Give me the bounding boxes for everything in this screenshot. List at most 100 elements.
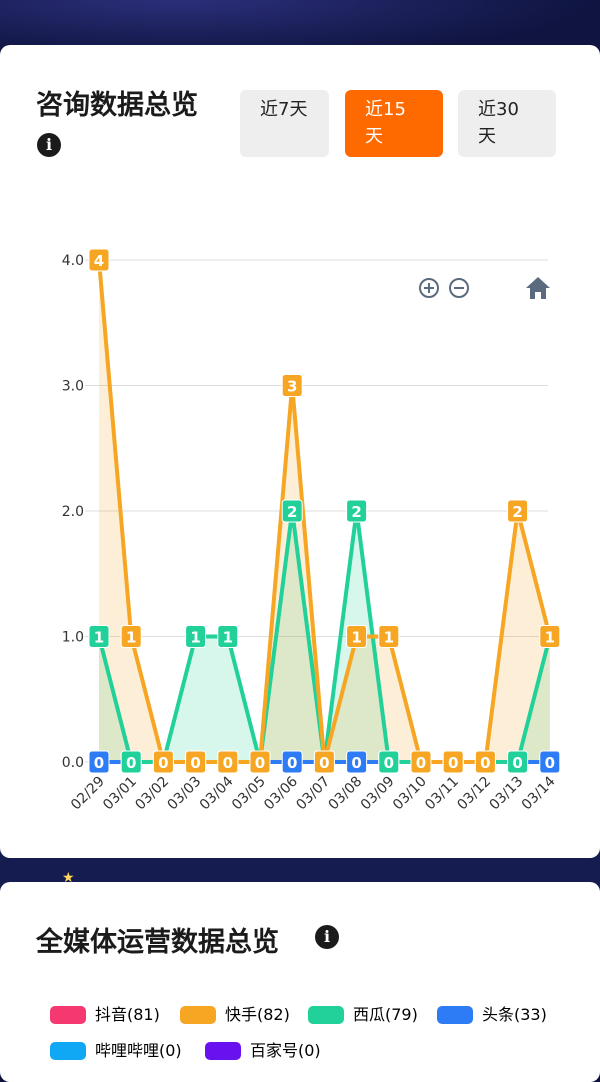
data-label-box — [539, 750, 561, 774]
consult-title: 咨询数据总览 — [36, 90, 198, 121]
data-label: 4 — [88, 248, 110, 272]
data-label-text: 1 — [126, 629, 136, 647]
data-label: 2 — [346, 499, 368, 523]
data-label-text: 0 — [319, 754, 329, 772]
x-tick-label: 03/09 — [358, 774, 398, 814]
data-label: 0 — [152, 750, 174, 774]
data-label-box — [378, 625, 400, 648]
legend-swatch — [50, 1006, 86, 1024]
data-label: 0 — [185, 750, 207, 774]
info-icon[interactable]: i — [315, 925, 339, 949]
legend-swatch — [437, 1006, 473, 1024]
data-label-box — [507, 499, 529, 523]
data-label: 2 — [507, 499, 529, 523]
data-label: 1 — [185, 625, 207, 648]
data-label-text: 0 — [448, 754, 458, 772]
x-tick-label: 03/08 — [326, 774, 366, 814]
data-label: 0 — [410, 750, 432, 774]
chart-data-labels: 0000000000000001001102020000014100003011… — [88, 248, 561, 774]
data-label-text: 2 — [512, 503, 522, 521]
x-tick-label: 03/07 — [293, 774, 333, 814]
chart-x-axis: 02/2903/0103/0203/0303/0403/0503/0603/07… — [68, 773, 559, 813]
y-tick-label: 4.0 — [62, 253, 84, 269]
legend-label: 头条(33) — [482, 1005, 547, 1024]
legend-swatch — [308, 1006, 344, 1024]
data-label-text: 1 — [545, 629, 555, 647]
y-tick-label: 2.0 — [62, 504, 84, 520]
data-label: 1 — [88, 625, 110, 648]
range-button-15[interactable]: 近15天 — [345, 90, 443, 157]
legend-swatch — [205, 1042, 241, 1060]
data-label-box — [410, 750, 432, 774]
data-label-text: 0 — [416, 754, 426, 772]
legend-label: 抖音(81) — [95, 1005, 160, 1024]
legend-label: 西瓜(79) — [353, 1005, 418, 1024]
legend-label: 百家号(0) — [250, 1041, 321, 1060]
data-label: 0 — [120, 750, 142, 774]
data-label-box — [281, 499, 303, 523]
data-label-box — [378, 750, 400, 774]
data-label-text: 0 — [287, 754, 297, 772]
star-icon: ★ — [62, 870, 75, 886]
x-tick-label: 03/04 — [197, 773, 237, 813]
data-label-box — [507, 750, 529, 774]
data-label-box — [442, 750, 464, 774]
y-tick-label: 3.0 — [62, 379, 84, 395]
data-label: 0 — [88, 750, 110, 774]
data-label-text: 0 — [94, 754, 104, 772]
data-label: 1 — [539, 625, 561, 648]
data-label: 0 — [346, 750, 368, 774]
home-icon[interactable] — [526, 277, 550, 299]
data-label-box — [281, 750, 303, 774]
data-label-text: 0 — [255, 754, 265, 772]
data-label-text: 0 — [512, 754, 522, 772]
range-button-7[interactable]: 近7天 — [240, 90, 329, 157]
data-label-text: 0 — [384, 754, 394, 772]
data-label-text: 4 — [94, 252, 104, 270]
data-label-box — [217, 625, 239, 648]
data-label-box — [217, 750, 239, 774]
range-button-30[interactable]: 近30天 — [458, 90, 556, 157]
zoom-in-icon[interactable] — [419, 278, 439, 298]
zoom-out-icon[interactable] — [449, 278, 469, 298]
data-label: 1 — [120, 625, 142, 648]
data-label-box — [120, 750, 142, 774]
media-card: 全媒体运营数据总览 i 抖音(81) 快手(82) 西瓜(79) 头条(33) 哔哩哔哩… — [0, 882, 600, 1082]
x-tick-label: 03/06 — [261, 773, 301, 813]
chart-areas — [99, 260, 550, 762]
legend-swatch — [180, 1006, 216, 1024]
data-label-box — [185, 625, 207, 648]
data-label: 0 — [217, 750, 239, 774]
x-tick-label: 02/29 — [68, 774, 108, 814]
x-tick-label: 03/03 — [165, 774, 205, 814]
data-label: 1 — [346, 625, 368, 648]
data-label-box — [346, 625, 368, 648]
data-label: 1 — [378, 625, 400, 648]
data-label: 0 — [442, 750, 464, 774]
data-label-box — [88, 750, 110, 774]
data-label-text: 0 — [190, 754, 200, 772]
data-label: 3 — [281, 374, 303, 397]
data-label-text: 1 — [384, 629, 394, 647]
data-label-text: 2 — [351, 503, 361, 521]
data-label: 0 — [474, 750, 496, 774]
media-title: 全媒体运营数据总览 — [36, 927, 279, 958]
data-label-text: 1 — [351, 629, 361, 647]
data-label: 0 — [249, 750, 271, 774]
data-label-box — [120, 625, 142, 648]
data-label: 0 — [507, 750, 529, 774]
data-label-text: 0 — [126, 754, 136, 772]
chart-y-axis: 0.0 1.0 2.0 3.0 4.0 — [62, 253, 84, 771]
data-label-box — [249, 750, 271, 774]
data-label-box — [346, 750, 368, 774]
data-label: 0 — [313, 750, 335, 774]
data-label-box — [185, 750, 207, 774]
data-label-text: 3 — [287, 378, 297, 396]
y-tick-label: 1.0 — [62, 630, 84, 646]
data-label-text: 2 — [287, 503, 297, 521]
info-icon[interactable]: i — [37, 133, 61, 157]
x-tick-label: 03/10 — [390, 774, 430, 814]
data-label-text: 0 — [223, 754, 233, 772]
data-label: 2 — [281, 499, 303, 523]
legend-label: 快手(82) — [225, 1005, 290, 1024]
